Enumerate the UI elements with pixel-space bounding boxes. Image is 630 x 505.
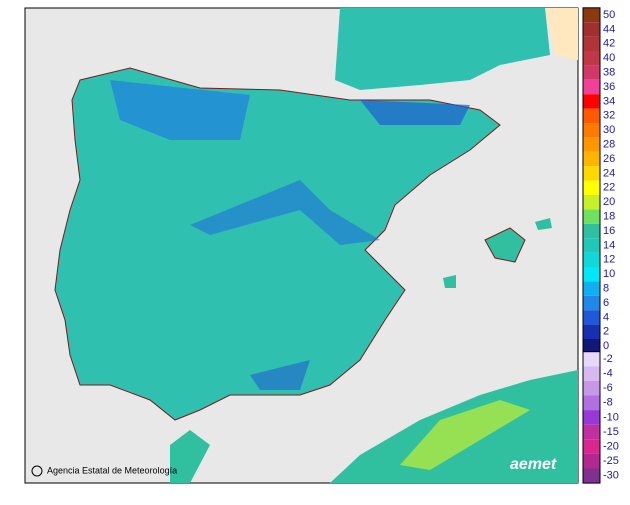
legend-swatch xyxy=(583,351,600,367)
legend-swatch xyxy=(583,324,600,339)
legend-label: 26 xyxy=(603,153,615,165)
legend-swatch xyxy=(583,36,600,51)
legend-label: 4 xyxy=(603,311,609,323)
legend-label: 32 xyxy=(603,110,615,122)
legend-label: 12 xyxy=(603,254,615,266)
legend-label: 24 xyxy=(603,167,615,179)
legend-swatch xyxy=(583,151,600,167)
ibiza xyxy=(443,275,456,288)
legend-swatch xyxy=(583,108,600,123)
legend: 5044424038363432302826242220181614121086… xyxy=(582,7,619,484)
legend-swatch xyxy=(583,439,600,454)
legend-label: 8 xyxy=(603,283,609,295)
legend-label: 18 xyxy=(603,211,615,223)
legend-swatch xyxy=(583,424,600,440)
cantabrian-cold xyxy=(110,80,250,140)
legend-label: 30 xyxy=(603,124,615,136)
legend-swatch xyxy=(583,453,600,469)
legend-swatch xyxy=(583,380,600,396)
legend-swatch xyxy=(583,65,600,80)
top-right-warm xyxy=(545,8,578,60)
credit-icon xyxy=(31,465,43,477)
legend-swatch xyxy=(583,79,600,95)
legend-swatch xyxy=(583,180,600,195)
legend-swatch xyxy=(583,410,600,425)
legend-swatch xyxy=(583,281,600,296)
legend-label: 0 xyxy=(603,340,609,352)
legend-swatch xyxy=(583,51,600,66)
legend-label: 34 xyxy=(603,95,615,107)
legend-label: 10 xyxy=(603,268,615,280)
legend-label: 20 xyxy=(603,196,615,208)
legend-swatch xyxy=(583,223,600,239)
legend-label: -15 xyxy=(603,426,619,438)
legend-label: 6 xyxy=(603,297,609,309)
logo: aemet xyxy=(510,456,557,473)
legend-swatch xyxy=(583,94,600,109)
legend-swatch xyxy=(583,468,600,484)
legend-swatch xyxy=(583,166,600,181)
legend-swatch xyxy=(583,195,600,210)
legend-label: -10 xyxy=(603,411,619,423)
legend-label: -4 xyxy=(603,368,613,380)
legend-label: 16 xyxy=(603,225,615,237)
legend-swatch xyxy=(583,252,600,267)
legend-border xyxy=(582,351,601,484)
legend-label: -2 xyxy=(603,353,613,365)
legend-label: -6 xyxy=(603,382,613,394)
legend-swatch xyxy=(583,7,600,23)
legend-label: -20 xyxy=(603,441,619,453)
legend-swatch xyxy=(583,395,600,411)
pyrenees-cold xyxy=(360,100,470,125)
legend-swatch xyxy=(583,209,600,224)
mallorca xyxy=(484,227,526,263)
south-cold xyxy=(250,360,310,390)
legend-swatch xyxy=(583,123,600,138)
map: Agencia Estatal de Meteorología aemet xyxy=(24,7,579,484)
legend-label: -25 xyxy=(603,455,619,467)
legend-swatch xyxy=(583,238,600,253)
legend-label: 28 xyxy=(603,139,615,151)
credit: Agencia Estatal de Meteorología xyxy=(47,465,177,475)
menorca xyxy=(535,218,552,230)
legend-label: -30 xyxy=(603,470,619,482)
legend-label: -8 xyxy=(603,397,613,409)
legend-label: 44 xyxy=(603,23,615,35)
legend-swatch xyxy=(583,267,600,282)
france xyxy=(335,8,550,90)
legend-label: 14 xyxy=(603,239,615,251)
legend-swatch xyxy=(583,137,600,152)
legend-label: 40 xyxy=(603,52,615,64)
legend-label: 36 xyxy=(603,81,615,93)
central-cold xyxy=(190,180,380,245)
ceuta-coast xyxy=(170,430,210,483)
legend-label: 50 xyxy=(603,9,615,21)
legend-label: 42 xyxy=(603,38,615,50)
legend-swatch xyxy=(583,339,600,354)
legend-label: 38 xyxy=(603,67,615,79)
legend-swatch xyxy=(583,310,600,325)
legend-swatch xyxy=(583,22,600,37)
legend-label: 2 xyxy=(603,326,609,338)
legend-swatch xyxy=(583,366,600,381)
legend-label: 22 xyxy=(603,182,615,194)
atlas-warm xyxy=(400,400,530,470)
legend-swatch xyxy=(583,295,600,311)
